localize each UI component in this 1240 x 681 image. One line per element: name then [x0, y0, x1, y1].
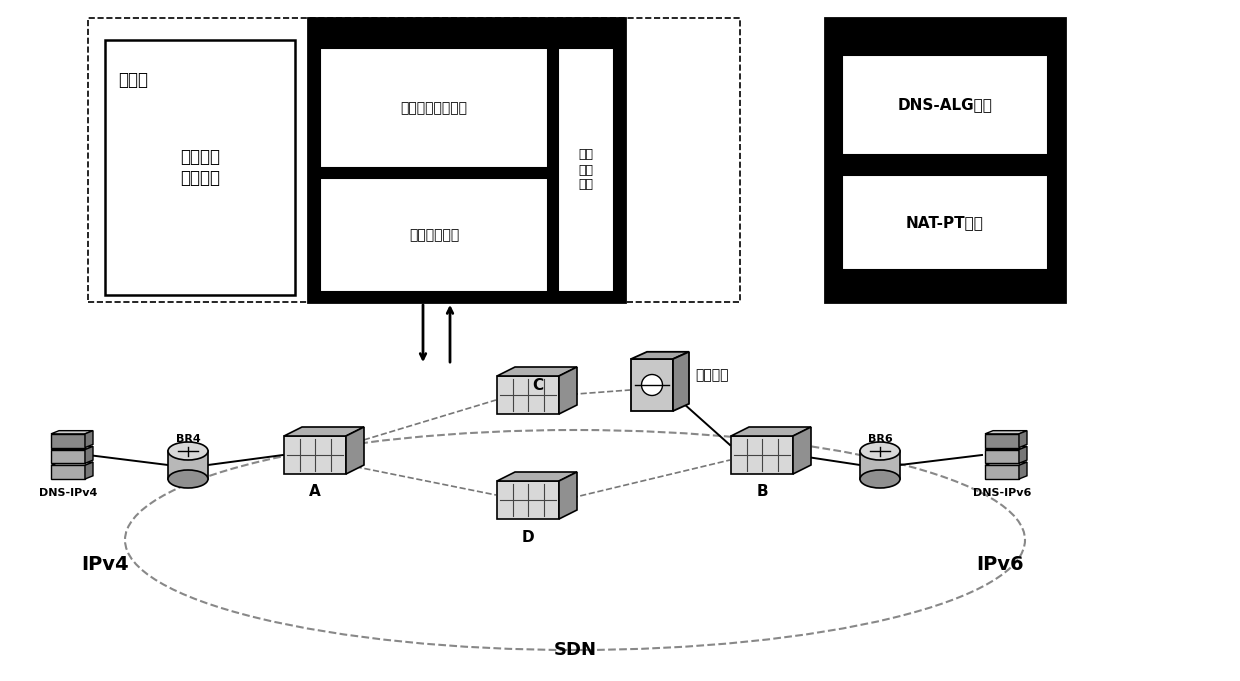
- Bar: [825, 18, 1065, 302]
- Polygon shape: [51, 434, 86, 447]
- Polygon shape: [794, 427, 811, 474]
- Text: SDN: SDN: [553, 641, 596, 659]
- Text: BR4: BR4: [176, 434, 201, 444]
- Polygon shape: [86, 446, 93, 463]
- Polygon shape: [284, 427, 365, 436]
- Text: IPv6: IPv6: [976, 556, 1024, 575]
- Polygon shape: [86, 430, 93, 447]
- Text: 路由配置模块: 路由配置模块: [409, 228, 459, 242]
- Polygon shape: [86, 462, 93, 479]
- Polygon shape: [673, 352, 689, 411]
- Bar: [88, 18, 740, 302]
- Bar: [320, 178, 548, 292]
- Text: 路由
管理
模块: 路由 管理 模块: [579, 148, 594, 191]
- Text: BR6: BR6: [868, 434, 893, 444]
- Polygon shape: [985, 465, 1019, 479]
- Polygon shape: [1019, 430, 1027, 447]
- Polygon shape: [51, 446, 93, 449]
- Polygon shape: [985, 446, 1027, 449]
- Circle shape: [641, 375, 662, 396]
- Polygon shape: [631, 352, 689, 359]
- Polygon shape: [732, 427, 811, 436]
- Polygon shape: [985, 449, 1019, 463]
- Polygon shape: [985, 430, 1027, 434]
- Text: DNS-ALG模块: DNS-ALG模块: [898, 97, 992, 112]
- Bar: [558, 48, 614, 292]
- Text: 控制器: 控制器: [118, 71, 148, 89]
- Polygon shape: [559, 367, 577, 414]
- Ellipse shape: [167, 470, 208, 488]
- Polygon shape: [51, 462, 93, 465]
- Polygon shape: [985, 462, 1027, 465]
- Polygon shape: [346, 427, 365, 474]
- Text: D: D: [522, 530, 534, 545]
- Polygon shape: [631, 359, 673, 411]
- Bar: [308, 18, 625, 302]
- Ellipse shape: [861, 470, 900, 488]
- Text: 基本控制
管理模块: 基本控制 管理模块: [180, 148, 219, 187]
- Bar: [861, 451, 900, 479]
- Polygon shape: [497, 472, 577, 481]
- Bar: [842, 55, 1048, 155]
- Polygon shape: [985, 434, 1019, 447]
- Text: IPv4: IPv4: [81, 556, 129, 575]
- Polygon shape: [497, 481, 559, 519]
- Text: 互联网关: 互联网关: [696, 368, 729, 382]
- Polygon shape: [51, 430, 93, 434]
- Bar: [167, 451, 208, 479]
- Ellipse shape: [167, 442, 208, 460]
- Polygon shape: [51, 465, 86, 479]
- Polygon shape: [284, 436, 346, 474]
- Polygon shape: [1019, 462, 1027, 479]
- Text: NAT-PT模块: NAT-PT模块: [906, 215, 983, 230]
- Polygon shape: [51, 449, 86, 463]
- Text: DNS-IPv4: DNS-IPv4: [38, 488, 97, 498]
- Polygon shape: [732, 436, 794, 474]
- Ellipse shape: [861, 442, 900, 460]
- Bar: [320, 48, 548, 168]
- Bar: [842, 175, 1048, 270]
- Polygon shape: [497, 376, 559, 414]
- Text: B: B: [756, 484, 768, 498]
- Polygon shape: [1019, 446, 1027, 463]
- Text: 路由设备管理模块: 路由设备管理模块: [401, 101, 467, 115]
- Text: A: A: [309, 484, 321, 498]
- Bar: [105, 40, 295, 295]
- Text: C: C: [532, 377, 543, 392]
- Polygon shape: [497, 367, 577, 376]
- Text: DNS-IPv6: DNS-IPv6: [973, 488, 1032, 498]
- Polygon shape: [559, 472, 577, 519]
